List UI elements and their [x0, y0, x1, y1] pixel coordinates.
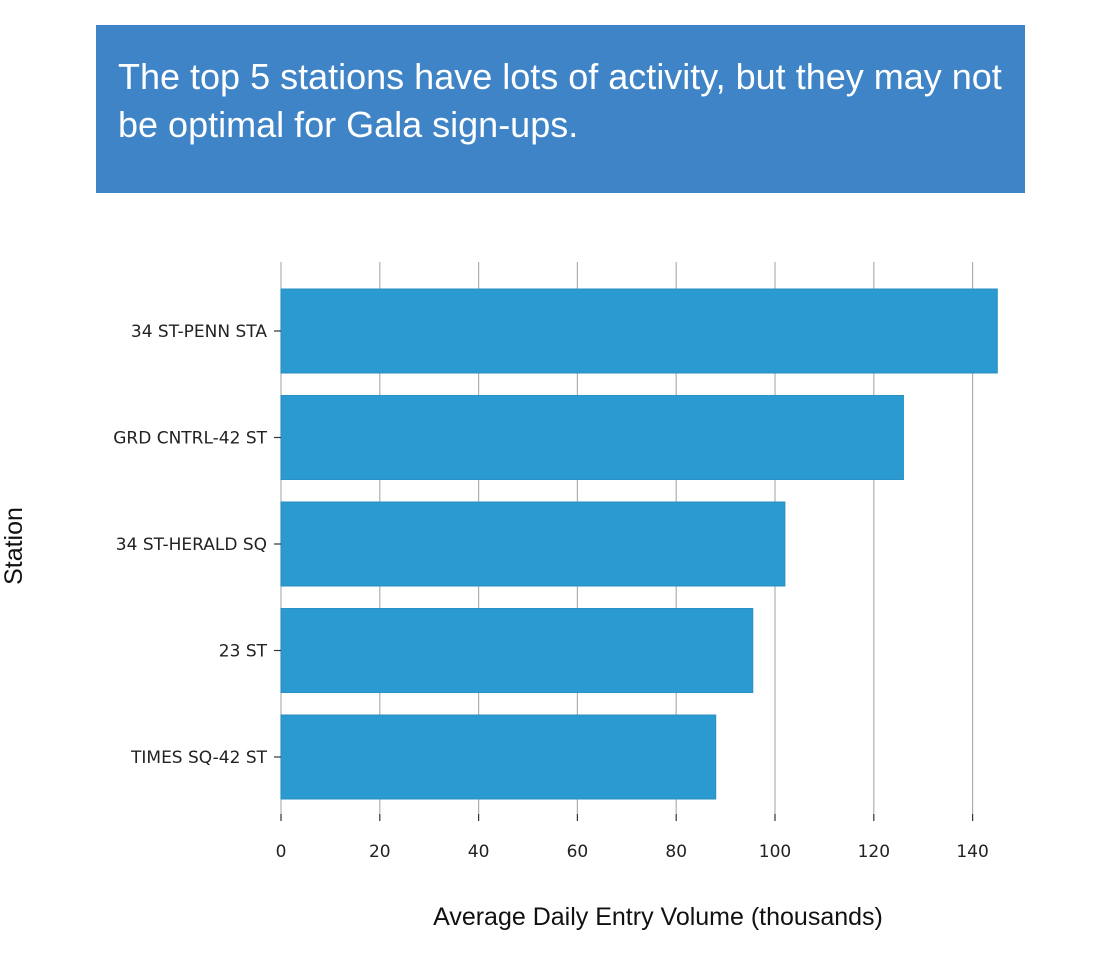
y-axis-ticks: 34 ST-PENN STA GRD CNTRL-42 ST 34 ST-HERAL…	[113, 322, 281, 768]
x-tick-label: 120	[858, 842, 890, 862]
headline-banner: The top 5 stations have lots of activity…	[96, 25, 1025, 193]
x-tick-label: 100	[759, 842, 791, 862]
y-tick-label: 23 ST	[219, 642, 268, 662]
headline-text: The top 5 stations have lots of activity…	[118, 56, 1002, 145]
x-tick-label: 40	[468, 842, 490, 862]
x-tick-label: 0	[276, 842, 287, 862]
bar	[280, 395, 904, 480]
y-tick-label: 34 ST-PENN STA	[131, 322, 267, 342]
bar	[280, 288, 998, 374]
x-tick-label: 80	[665, 842, 687, 862]
x-tick-label: 20	[369, 842, 391, 862]
y-tick-label: TIMES SQ-42 ST	[130, 748, 268, 768]
y-axis-title: Station	[0, 507, 28, 585]
x-tick-label: 60	[567, 842, 589, 862]
x-axis-title: Average Daily Entry Volume (thousands)	[433, 903, 883, 931]
y-tick-label: GRD CNTRL-42 ST	[113, 429, 267, 449]
bar	[280, 714, 717, 800]
y-tick-label: 34 ST-HERALD SQ	[116, 535, 267, 555]
bar	[280, 501, 786, 587]
bar	[280, 608, 754, 693]
bars	[280, 288, 998, 800]
x-axis-ticks: 0 20 40 60 80 100 120 140	[276, 814, 989, 862]
x-tick-label: 140	[956, 842, 988, 862]
